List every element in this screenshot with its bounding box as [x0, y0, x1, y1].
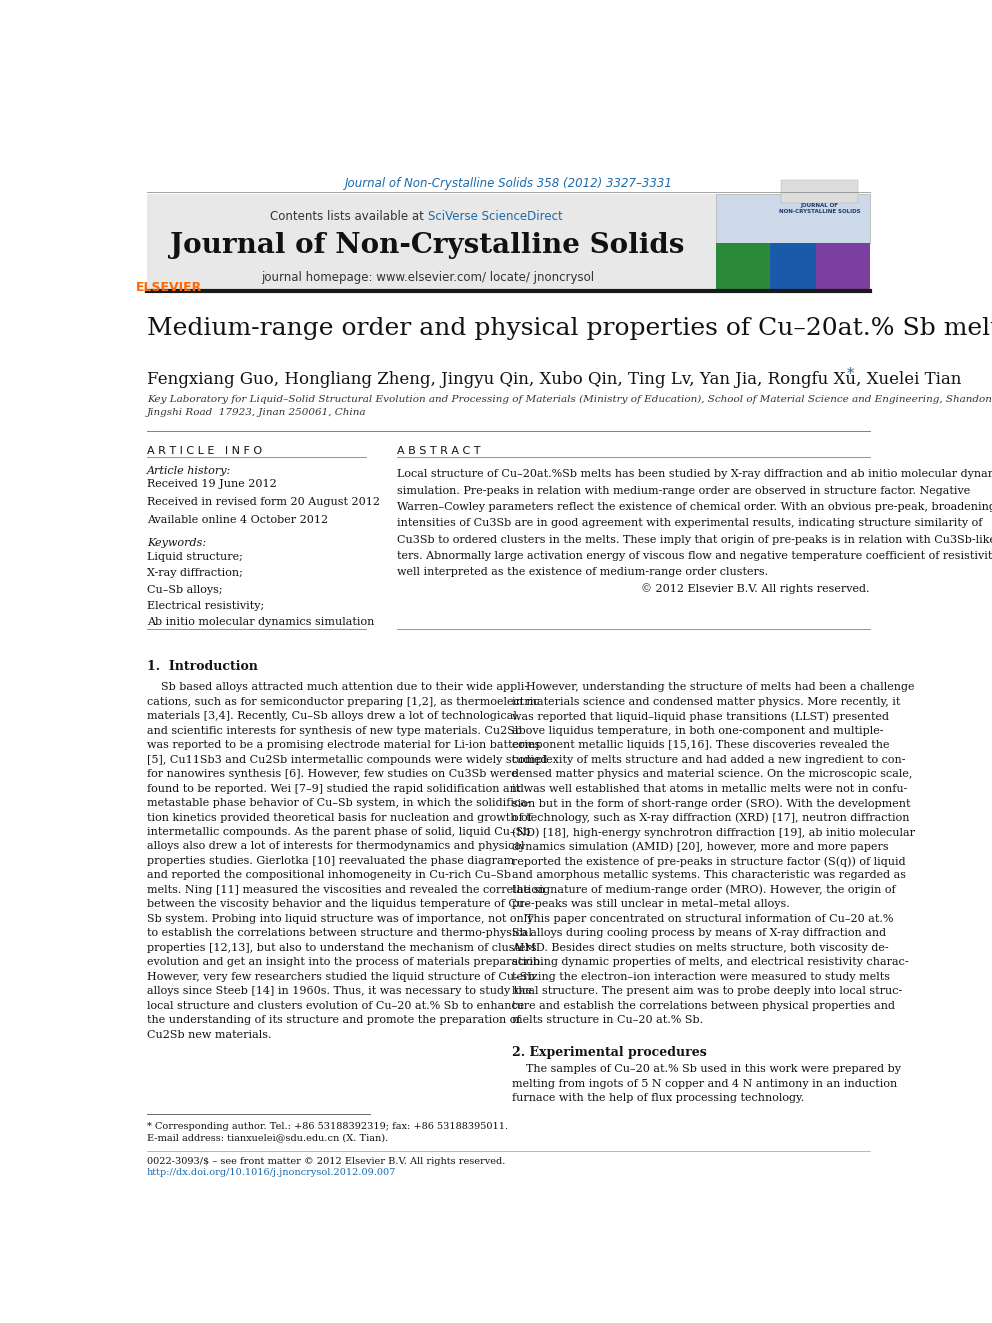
- Text: Journal of Non-Crystalline Solids 358 (2012) 3327–3331: Journal of Non-Crystalline Solids 358 (2…: [344, 177, 673, 191]
- Text: Available online 4 October 2012: Available online 4 October 2012: [147, 515, 328, 525]
- Text: to establish the correlations between structure and thermo-physical: to establish the correlations between st…: [147, 929, 532, 938]
- Bar: [716, 194, 870, 243]
- Text: *: *: [842, 366, 854, 381]
- Text: The samples of Cu–20 at.% Sb used in this work were prepared by: The samples of Cu–20 at.% Sb used in thi…: [512, 1064, 902, 1074]
- Text: 1.  Introduction: 1. Introduction: [147, 660, 258, 673]
- Text: [5], Cu11Sb3 and Cu2Sb intermetallic compounds were widely studied: [5], Cu11Sb3 and Cu2Sb intermetallic com…: [147, 754, 548, 765]
- Text: materials [3,4]. Recently, Cu–Sb alloys drew a lot of technological: materials [3,4]. Recently, Cu–Sb alloys …: [147, 712, 517, 721]
- Text: A R T I C L E   I N F O: A R T I C L E I N F O: [147, 446, 262, 456]
- Text: local structure and clusters evolution of Cu–20 at.% Sb to enhance: local structure and clusters evolution o…: [147, 1000, 525, 1011]
- Text: melts structure in Cu–20 at.% Sb.: melts structure in Cu–20 at.% Sb.: [512, 1015, 703, 1025]
- Text: 2. Experimental procedures: 2. Experimental procedures: [512, 1046, 707, 1058]
- Text: X-ray diffraction;: X-ray diffraction;: [147, 569, 243, 578]
- Text: Cu2Sb new materials.: Cu2Sb new materials.: [147, 1029, 272, 1040]
- Text: However, understanding the structure of melts had been a challenge: However, understanding the structure of …: [512, 683, 915, 692]
- Text: Fengxiang Guo, Hongliang Zheng, Jingyu Qin, Xubo Qin, Ting Lv, Yan Jia, Rongfu X: Fengxiang Guo, Hongliang Zheng, Jingyu Q…: [147, 370, 961, 388]
- Text: evolution and get an insight into the process of materials preparation.: evolution and get an insight into the pr…: [147, 958, 544, 967]
- Text: and reported the compositional inhomogeneity in Cu-rich Cu–Sb: and reported the compositional inhomogen…: [147, 871, 511, 880]
- Text: scribing dynamic properties of melts, and electrical resistivity charac-: scribing dynamic properties of melts, an…: [512, 958, 909, 967]
- Text: Ab initio molecular dynamics simulation: Ab initio molecular dynamics simulation: [147, 617, 374, 627]
- Text: for nanowires synthesis [6]. However, few studies on Cu3Sb were: for nanowires synthesis [6]. However, fe…: [147, 769, 518, 779]
- Text: intensities of Cu3Sb are in good agreement with experimental results, indicating: intensities of Cu3Sb are in good agreeme…: [397, 519, 982, 528]
- Text: local structure. The present aim was to probe deeply into local struc-: local structure. The present aim was to …: [512, 986, 903, 996]
- Text: Keywords:: Keywords:: [147, 537, 206, 548]
- Text: Received in revised form 20 August 2012: Received in revised form 20 August 2012: [147, 497, 380, 507]
- Bar: [147, 194, 716, 290]
- Text: alloys also drew a lot of interests for thermodynamics and physical: alloys also drew a lot of interests for …: [147, 841, 525, 852]
- Text: This paper concentrated on structural information of Cu–20 at.%: This paper concentrated on structural in…: [512, 914, 894, 923]
- Text: terizing the electron–ion interaction were measured to study melts: terizing the electron–ion interaction we…: [512, 971, 890, 982]
- Text: E-mail address: tianxuelei@sdu.edu.cn (X. Tian).: E-mail address: tianxuelei@sdu.edu.cn (X…: [147, 1134, 388, 1143]
- Text: Sb based alloys attracted much attention due to their wide appli-: Sb based alloys attracted much attention…: [147, 683, 528, 692]
- Text: However, very few researchers studied the liquid structure of Cu–Sb: However, very few researchers studied th…: [147, 971, 535, 982]
- Text: intermetallic compounds. As the parent phase of solid, liquid Cu–Sb: intermetallic compounds. As the parent p…: [147, 827, 531, 837]
- Text: http://dx.doi.org/10.1016/j.jnoncrysol.2012.09.007: http://dx.doi.org/10.1016/j.jnoncrysol.2…: [147, 1168, 397, 1177]
- Text: Medium-range order and physical properties of Cu–20at.% Sb melts: Medium-range order and physical properti…: [147, 316, 992, 340]
- Text: ELSEVIER: ELSEVIER: [136, 280, 201, 294]
- Text: densed matter physics and material science. On the microscopic scale,: densed matter physics and material scien…: [512, 769, 913, 779]
- Text: sion but in the form of short-range order (SRO). With the development: sion but in the form of short-range orde…: [512, 798, 911, 808]
- Text: (ND) [18], high-energy synchrotron diffraction [19], ab initio molecular: (ND) [18], high-energy synchrotron diffr…: [512, 827, 916, 837]
- Text: properties studies. Gierlotka [10] reevaluated the phase diagram: properties studies. Gierlotka [10] reeva…: [147, 856, 514, 867]
- Text: and amorphous metallic systems. This characteristic was regarded as: and amorphous metallic systems. This cha…: [512, 871, 907, 880]
- Text: dynamics simulation (AMID) [20], however, more and more papers: dynamics simulation (AMID) [20], however…: [512, 841, 889, 852]
- Text: Sb alloys during cooling process by means of X-ray diffraction and: Sb alloys during cooling process by mean…: [512, 929, 887, 938]
- Text: component metallic liquids [15,16]. These discoveries revealed the: component metallic liquids [15,16]. Thes…: [512, 741, 890, 750]
- Text: AIMD. Besides direct studies on melts structure, both viscosity de-: AIMD. Besides direct studies on melts st…: [512, 943, 889, 953]
- Text: was reported that liquid–liquid phase transitions (LLST) presented: was reported that liquid–liquid phase tr…: [512, 712, 889, 722]
- Text: * Corresponding author. Tel.: +86 53188392319; fax: +86 53188395011.: * Corresponding author. Tel.: +86 531883…: [147, 1122, 508, 1131]
- Text: pre-peaks was still unclear in metal–metal alloys.: pre-peaks was still unclear in metal–met…: [512, 900, 790, 909]
- Text: Journal of Non-Crystalline Solids: Journal of Non-Crystalline Solids: [171, 232, 684, 259]
- Text: Warren–Cowley parameters reflect the existence of chemical order. With an obviou: Warren–Cowley parameters reflect the exi…: [397, 501, 992, 512]
- Text: JOURNAL OF
NON-CRYSTALLINE SOLIDS: JOURNAL OF NON-CRYSTALLINE SOLIDS: [779, 202, 861, 214]
- Text: ture and establish the correlations between physical properties and: ture and establish the correlations betw…: [512, 1000, 895, 1011]
- Text: well interpreted as the existence of medium-range order clusters.: well interpreted as the existence of med…: [397, 568, 768, 577]
- Text: and scientific interests for synthesis of new type materials. Cu2Sb: and scientific interests for synthesis o…: [147, 726, 522, 736]
- Text: Cu3Sb to ordered clusters in the melts. These imply that origin of pre-peaks is : Cu3Sb to ordered clusters in the melts. …: [397, 534, 992, 545]
- Text: between the viscosity behavior and the liquidus temperature of Cu–: between the viscosity behavior and the l…: [147, 900, 530, 909]
- Text: in materials science and condensed matter physics. More recently, it: in materials science and condensed matte…: [512, 697, 901, 706]
- Text: Electrical resistivity;: Electrical resistivity;: [147, 601, 264, 611]
- Text: journal homepage: www.elsevier.com/ locate/ jnoncrysol: journal homepage: www.elsevier.com/ loca…: [261, 271, 594, 284]
- Text: Received 19 June 2012: Received 19 June 2012: [147, 479, 277, 488]
- Text: A B S T R A C T: A B S T R A C T: [397, 446, 480, 456]
- Text: the signature of medium-range order (MRO). However, the origin of: the signature of medium-range order (MRO…: [512, 885, 896, 896]
- Bar: [770, 243, 815, 290]
- Text: melting from ingots of 5 N copper and 4 N antimony in an induction: melting from ingots of 5 N copper and 4 …: [512, 1078, 898, 1089]
- Text: alloys since Steeb [14] in 1960s. Thus, it was necessary to study the: alloys since Steeb [14] in 1960s. Thus, …: [147, 986, 532, 996]
- Text: Article history:: Article history:: [147, 467, 231, 476]
- Text: ters. Abnormally large activation energy of viscous flow and negative temperatur: ters. Abnormally large activation energy…: [397, 550, 992, 561]
- Text: cations, such as for semiconductor preparing [1,2], as thermoelectric: cations, such as for semiconductor prepa…: [147, 697, 540, 706]
- Text: simulation. Pre-peaks in relation with medium-range order are observed in struct: simulation. Pre-peaks in relation with m…: [397, 486, 970, 496]
- Bar: [782, 180, 858, 202]
- Text: properties [12,13], but also to understand the mechanism of clusters: properties [12,13], but also to understa…: [147, 943, 537, 953]
- Text: Sb system. Probing into liquid structure was of importance, not only: Sb system. Probing into liquid structure…: [147, 914, 534, 923]
- Text: Liquid structure;: Liquid structure;: [147, 552, 243, 562]
- Text: Key Laboratory for Liquid–Solid Structural Evolution and Processing of Materials: Key Laboratory for Liquid–Solid Structur…: [147, 396, 992, 417]
- Text: found to be reported. Wei [7–9] studied the rapid solidification and: found to be reported. Wei [7–9] studied …: [147, 783, 524, 794]
- Text: Contents lists available at: Contents lists available at: [270, 209, 428, 222]
- Text: Cu–Sb alloys;: Cu–Sb alloys;: [147, 585, 222, 594]
- Text: complexity of melts structure and had added a new ingredient to con-: complexity of melts structure and had ad…: [512, 754, 906, 765]
- Text: furnace with the help of flux processing technology.: furnace with the help of flux processing…: [512, 1093, 805, 1103]
- Bar: [716, 243, 870, 290]
- Text: of technology, such as X-ray diffraction (XRD) [17], neutron diffraction: of technology, such as X-ray diffraction…: [512, 812, 910, 823]
- Text: © 2012 Elsevier B.V. All rights reserved.: © 2012 Elsevier B.V. All rights reserved…: [641, 583, 870, 594]
- Text: SciVerse ScienceDirect: SciVerse ScienceDirect: [428, 209, 562, 222]
- Text: metastable phase behavior of Cu–Sb system, in which the solidifica-: metastable phase behavior of Cu–Sb syste…: [147, 798, 531, 808]
- Text: Local structure of Cu–20at.%Sb melts has been studied by X-ray diffraction and a: Local structure of Cu–20at.%Sb melts has…: [397, 470, 992, 479]
- Text: tion kinetics provided theoretical basis for nucleation and growth of: tion kinetics provided theoretical basis…: [147, 812, 532, 823]
- Bar: [716, 243, 770, 290]
- Text: reported the existence of pre-peaks in structure factor (S(q)) of liquid: reported the existence of pre-peaks in s…: [512, 856, 906, 867]
- Text: the understanding of its structure and promote the preparation of: the understanding of its structure and p…: [147, 1015, 521, 1025]
- Text: 0022-3093/$ – see front matter © 2012 Elsevier B.V. All rights reserved.: 0022-3093/$ – see front matter © 2012 El…: [147, 1158, 506, 1166]
- Text: above liquidus temperature, in both one-component and multiple-: above liquidus temperature, in both one-…: [512, 726, 884, 736]
- Text: was reported to be a promising electrode material for Li-ion batteries: was reported to be a promising electrode…: [147, 741, 541, 750]
- Text: melts. Ning [11] measured the viscosities and revealed the correlation: melts. Ning [11] measured the viscositie…: [147, 885, 546, 894]
- Text: it was well established that atoms in metallic melts were not in confu-: it was well established that atoms in me…: [512, 783, 908, 794]
